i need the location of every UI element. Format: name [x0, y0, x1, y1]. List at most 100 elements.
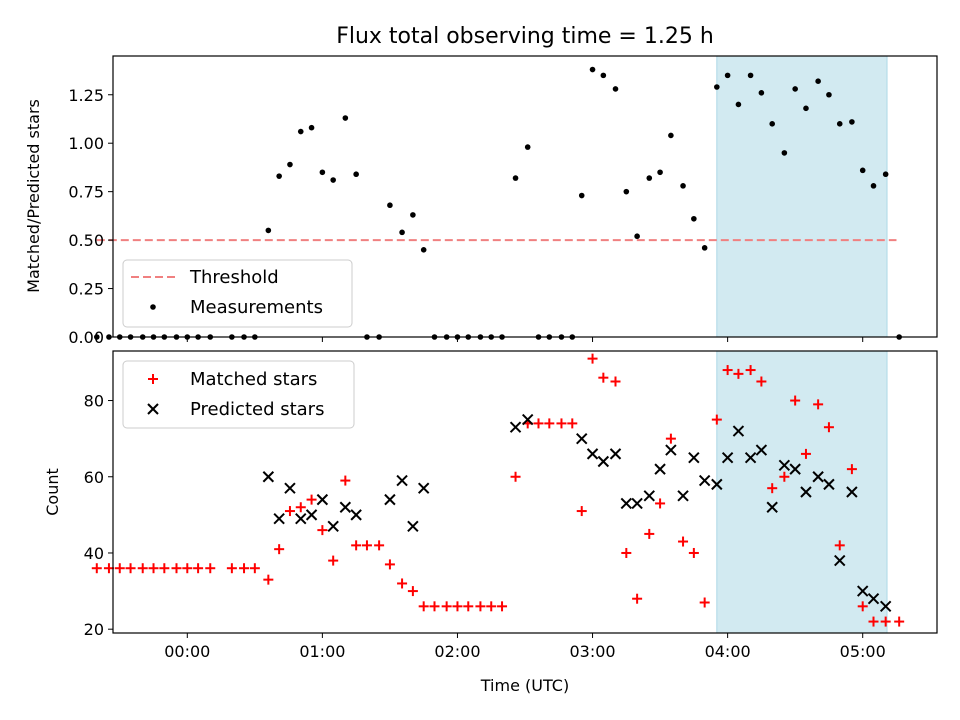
matched-star-point	[463, 601, 474, 612]
predicted-star-point	[654, 463, 666, 475]
measurement-point	[657, 169, 663, 176]
measurement-point	[287, 161, 293, 168]
matched-star-point	[632, 593, 643, 604]
legend-matched-label: Matched stars	[190, 369, 317, 390]
matched-star-point	[644, 528, 655, 539]
bottom-x-tick-label: 01:00	[299, 642, 345, 661]
matched-star-point	[655, 498, 666, 509]
matched-star-point	[800, 448, 811, 459]
matched-star-point	[533, 418, 544, 429]
predicted-star-point	[766, 501, 778, 513]
measurement-point	[668, 132, 674, 139]
measurement-point	[623, 188, 630, 195]
predicted-star-point	[284, 482, 296, 494]
top-y-tick-label: 1.00	[68, 134, 104, 153]
bottom-x-tick-label: 02:00	[434, 642, 480, 661]
matched-star-point	[556, 418, 567, 429]
legend-predicted-label: Predicted stars	[190, 399, 324, 420]
matched-star-point	[544, 418, 555, 429]
predicted-star-point	[350, 509, 362, 521]
predicted-star-point	[665, 444, 677, 456]
matched-star-point	[239, 563, 250, 574]
matched-star-point	[779, 471, 790, 482]
measurement-point	[882, 171, 889, 178]
matched-star-point	[699, 597, 710, 608]
matched-star-point	[148, 563, 159, 574]
matched-star-point	[226, 563, 237, 574]
matched-star-point	[205, 563, 216, 574]
measurement-point	[410, 212, 416, 218]
predicted-star-point	[620, 497, 633, 510]
matched-star-point	[790, 395, 801, 406]
matched-star-point	[610, 376, 621, 387]
matched-star-point	[384, 559, 395, 570]
matched-star-point	[274, 544, 285, 555]
matched-star-point	[846, 464, 857, 475]
matched-star-point	[351, 540, 362, 551]
predicted-star-point	[586, 448, 599, 460]
measurement-point	[93, 334, 100, 340]
matched-star-point	[137, 563, 148, 574]
bottom-y-tick-label: 80	[84, 392, 104, 411]
predicted-star-point	[316, 493, 329, 506]
measurement-point	[589, 66, 596, 73]
bottom-y-tick-label: 40	[84, 544, 104, 563]
matched-star-point	[678, 536, 689, 547]
legend-plus-marker	[148, 374, 158, 384]
measurement-point	[747, 72, 754, 79]
matched-star-point	[295, 502, 306, 513]
measurement-point	[870, 183, 877, 189]
matched-star-point	[813, 399, 824, 410]
measurement-point	[387, 202, 393, 209]
matched-star-point	[665, 433, 676, 444]
predicted-star-point	[327, 520, 339, 533]
measurement-point	[714, 84, 720, 90]
matched-star-point	[587, 353, 598, 364]
measurement-point	[297, 128, 304, 135]
matched-star-point	[171, 563, 182, 574]
measurement-point	[308, 124, 315, 131]
predicted-star-point	[643, 490, 655, 502]
matched-star-point	[418, 601, 429, 612]
top-y-tick-label: 0.00	[68, 328, 104, 347]
predicted-star-point	[396, 474, 408, 487]
predicted-star-point	[305, 509, 318, 521]
measurement-point	[276, 173, 282, 179]
measurement-point	[792, 86, 798, 92]
matched-star-point	[284, 506, 295, 517]
matched-star-point	[328, 555, 339, 566]
matched-star-point	[249, 563, 260, 574]
bottom-y-tick-label: 60	[84, 468, 104, 487]
measurement-point	[758, 90, 765, 96]
predicted-star-point	[800, 486, 812, 498]
bottom-axes: 00:00 01:00 02:00 03:00 04:00 05:00 20 40 60 80 C…	[43, 350, 938, 695]
legend-measurements-label: Measurements	[190, 297, 323, 318]
bottom-x-tick-label: 00:00	[164, 642, 210, 661]
measurement-point	[330, 177, 336, 183]
predicted-star-point	[417, 482, 430, 494]
predicted-star-point	[339, 501, 352, 513]
matched-star-point	[576, 506, 587, 517]
measurement-point	[265, 227, 272, 234]
predicted-star-point	[295, 512, 307, 525]
matched-star-point	[263, 574, 274, 585]
matched-star-point	[317, 525, 328, 536]
matched-star-point	[894, 616, 905, 627]
bottom-y-axis-label: Count	[43, 468, 62, 516]
legend-x-marker	[147, 403, 159, 415]
top-axes: 0.00 0.25 0.50 0.75 1.00 1.25 Flux total obse…	[24, 24, 938, 347]
top-axes-frame	[112, 55, 938, 338]
bottom-x-axis-label: Time (UTC)	[480, 676, 569, 695]
measurement-point	[691, 215, 697, 222]
predicted-star-point	[262, 471, 275, 483]
matched-star-point	[767, 483, 778, 494]
predicted-star-point	[834, 554, 846, 567]
bottom-x-tick-label: 05:00	[840, 642, 886, 661]
matched-star-point	[868, 616, 879, 627]
bottom-legend: Matched stars Predicted stars	[122, 360, 355, 429]
measurement-point	[319, 169, 326, 176]
predicted-star-point	[721, 451, 734, 464]
matched-star-point	[497, 601, 508, 612]
measurement-point	[600, 72, 607, 79]
